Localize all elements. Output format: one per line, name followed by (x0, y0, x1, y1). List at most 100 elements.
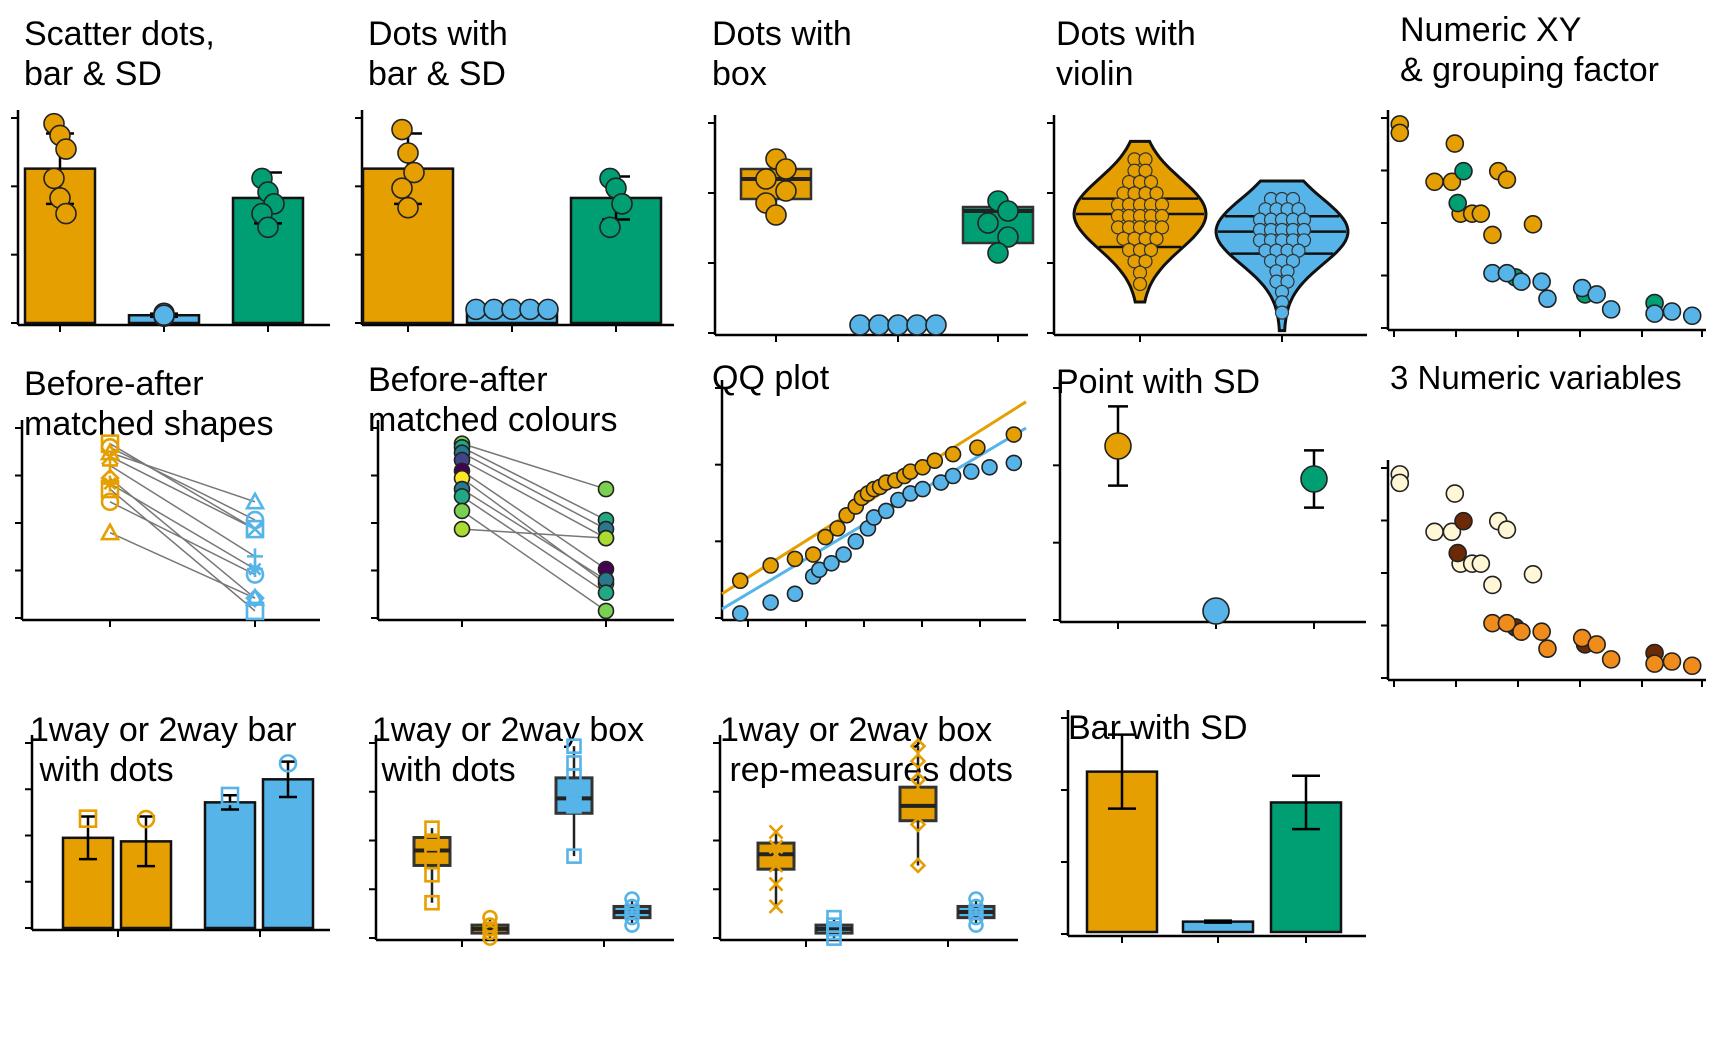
data-point (1454, 161, 1473, 181)
bar (261, 778, 315, 930)
bar (23, 167, 97, 325)
pair-line (461, 488, 607, 581)
data-point (55, 202, 77, 225)
data-point (1143, 242, 1159, 258)
chart-box-dots-1way-2way (369, 735, 674, 947)
data-point (391, 118, 413, 141)
chart-dots-box (708, 115, 1035, 342)
data-point (1662, 302, 1682, 321)
panel-bar-dots-1way-2way: 1way or 2way bar with dots (0, 700, 344, 1050)
data-point (847, 533, 865, 550)
diamond-marker (245, 588, 265, 609)
data-point (1682, 306, 1702, 326)
square-marker (566, 738, 582, 754)
data-point (397, 196, 419, 219)
chart-three-numeric (1381, 460, 1706, 687)
triangle-marker (244, 491, 266, 510)
circle-marker (624, 909, 640, 926)
x-marker (768, 899, 784, 914)
pair-line (109, 464, 256, 557)
square-marker (245, 601, 265, 621)
data-point (775, 180, 797, 202)
x-marker (768, 858, 784, 873)
bar (203, 801, 257, 930)
pair-line (109, 488, 256, 612)
data-point (391, 177, 413, 199)
square-marker (220, 786, 240, 806)
data-point (1442, 172, 1462, 192)
data-point (597, 480, 615, 498)
panel-title: Before-after matched shapes (24, 365, 274, 443)
circle-marker (968, 917, 984, 933)
diamond-marker (909, 857, 927, 874)
data-point (1132, 276, 1148, 292)
data-point (786, 585, 804, 603)
diamond-marker (909, 771, 927, 789)
square-marker (424, 820, 440, 836)
circle-marker (968, 898, 984, 915)
data-point (906, 314, 928, 336)
panel-before-after-shapes: Before-after matched shapes (0, 350, 344, 700)
panel-title: 1way or 2way box with dots (372, 711, 645, 789)
square-marker (566, 848, 582, 864)
triangle-marker (99, 522, 121, 541)
pair-line (109, 501, 256, 576)
panel-title: 1way or 2way box rep-measures dots (720, 711, 1013, 789)
data-point (1005, 454, 1023, 472)
chart-bar-dots-1way-2way (25, 735, 330, 937)
panel-title: Point with SD (1056, 363, 1261, 401)
panel-scatter-bar-sd: Scatter dots, bar & SD (0, 0, 344, 350)
chart-dots-violin (1047, 115, 1367, 342)
circle-marker (136, 809, 156, 829)
data-point (611, 193, 633, 215)
x-marker (246, 520, 264, 539)
data-point (1471, 204, 1491, 223)
data-point (597, 529, 615, 547)
data-point (1138, 254, 1153, 269)
square-marker (566, 768, 582, 784)
pair-line (461, 470, 607, 570)
diamond-marker (909, 737, 927, 755)
pair-line (461, 477, 607, 585)
data-point (597, 602, 615, 620)
diamond-marker (909, 816, 927, 833)
data-point (153, 304, 175, 327)
data-point (1442, 522, 1462, 542)
data-point (453, 520, 471, 538)
data-point (1523, 565, 1543, 584)
data-point (1274, 305, 1290, 320)
data-point (786, 550, 804, 568)
data-point (1645, 304, 1664, 323)
circle-marker (624, 898, 640, 915)
data-point (1512, 622, 1531, 642)
data-point (835, 546, 852, 563)
data-point (926, 452, 944, 470)
data-point (537, 298, 559, 321)
data-point (1300, 465, 1328, 493)
x-marker (768, 846, 784, 862)
data-point (1149, 186, 1164, 201)
data-point (1104, 432, 1132, 460)
data-point (1532, 272, 1551, 292)
chart-qq-plot (715, 380, 1027, 627)
data-point (1601, 650, 1621, 669)
data-point (397, 142, 419, 164)
data-point (997, 226, 1019, 248)
square-marker (566, 798, 582, 814)
pair-line (109, 532, 256, 599)
data-point (1154, 220, 1170, 235)
data-point (1202, 597, 1230, 625)
panel-title: 3 Numeric variables (1390, 359, 1682, 396)
data-point (1448, 193, 1467, 213)
data-point (1682, 656, 1702, 676)
data-point (962, 463, 980, 480)
panel-title: Dots with violin (1056, 15, 1196, 93)
circle-marker (278, 754, 298, 773)
diamond-marker (909, 786, 927, 803)
data-point (997, 200, 1019, 222)
data-point (877, 502, 895, 520)
data-point (775, 158, 797, 180)
square-marker (78, 809, 98, 828)
circle-marker (482, 909, 498, 926)
